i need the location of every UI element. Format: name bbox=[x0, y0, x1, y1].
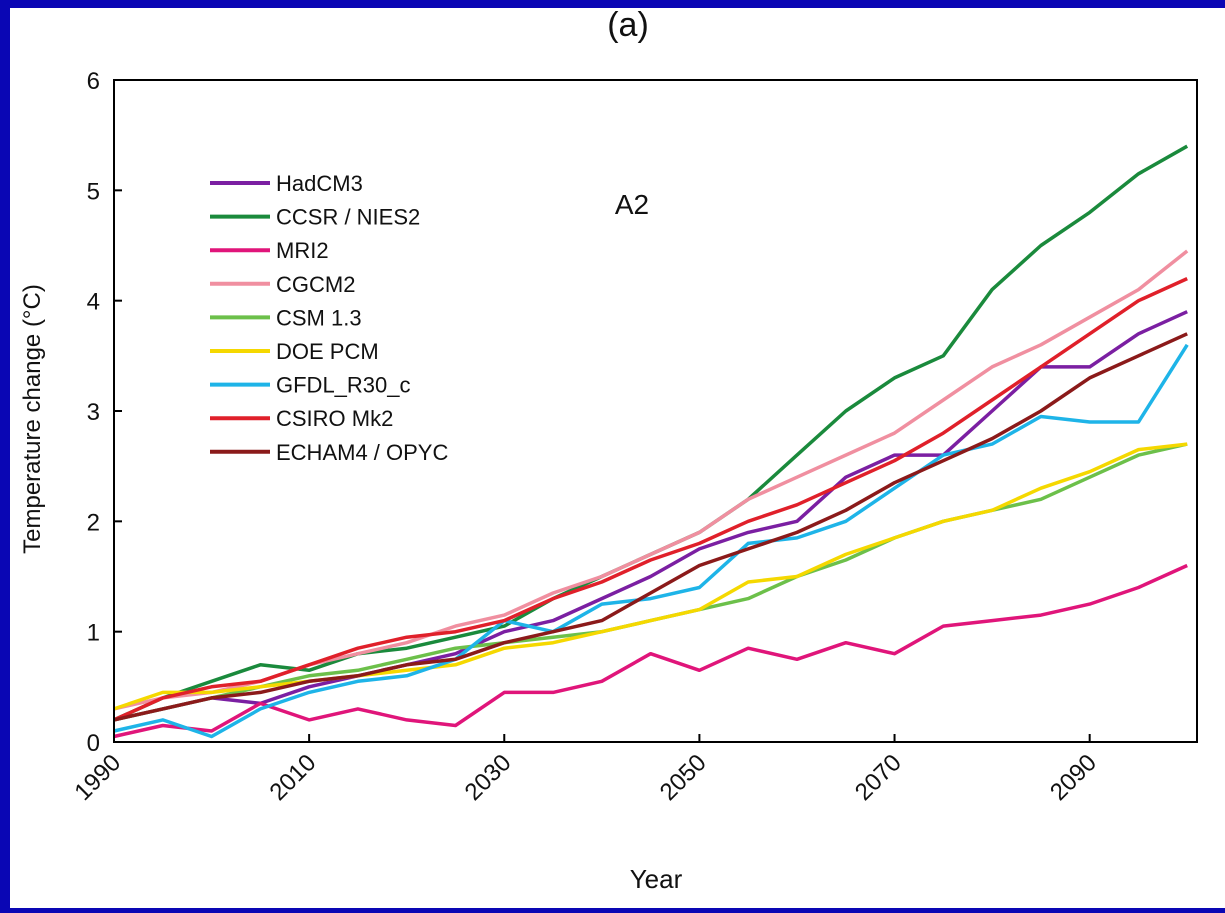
y-tick-label: 0 bbox=[87, 730, 100, 757]
legend-label: CCSR / NIES2 bbox=[276, 205, 420, 230]
page: (a) A2 Year Temperature change (°C) 0 1 2 3… bbox=[10, 6, 1225, 908]
legend-label: ECHAM4 / OPYC bbox=[276, 440, 448, 465]
series-line bbox=[113, 563, 1188, 739]
series-line bbox=[113, 442, 1188, 711]
series-line bbox=[113, 249, 1189, 711]
y-tick-label: 1 bbox=[87, 620, 100, 647]
annotation: A2 bbox=[615, 189, 649, 220]
legend-label: CGCM2 bbox=[276, 272, 355, 297]
legend-label: GFDL_R30_c bbox=[276, 373, 411, 398]
x-tick-label: 2050 bbox=[655, 749, 712, 806]
series-line bbox=[113, 442, 1188, 722]
x-axis-label: Year bbox=[630, 864, 683, 894]
y-tick-label: 3 bbox=[87, 399, 100, 426]
y-tick-label: 2 bbox=[87, 509, 100, 536]
legend-label: MRI2 bbox=[276, 238, 329, 263]
plot-frame bbox=[113, 79, 1198, 743]
y-axis-label: Temperature change (°C) bbox=[19, 284, 46, 554]
chart: (a) A2 Year Temperature change (°C) 0 1 2 3… bbox=[19, 6, 1198, 894]
series-line bbox=[113, 343, 1189, 739]
series-line bbox=[113, 277, 1188, 722]
x-tick-label: 1990 bbox=[69, 749, 126, 806]
x-tick-label: 2070 bbox=[850, 749, 907, 806]
x-tick-label: 2090 bbox=[1045, 749, 1102, 806]
legend-label: CSM 1.3 bbox=[276, 305, 362, 330]
series-line bbox=[113, 310, 1188, 722]
series-line bbox=[113, 332, 1188, 722]
chart-title: (a) bbox=[607, 8, 649, 44]
legend-label: HadCM3 bbox=[276, 171, 363, 196]
y-tick-label: 5 bbox=[87, 178, 100, 205]
y-tick-label: 6 bbox=[87, 68, 100, 95]
series-line bbox=[113, 144, 1189, 722]
legend-label: CSIRO Mk2 bbox=[276, 406, 393, 431]
y-tick-label: 4 bbox=[87, 289, 100, 316]
x-tick-label: 2010 bbox=[265, 749, 322, 806]
x-tick-label: 2030 bbox=[460, 749, 517, 806]
legend-label: DOE PCM bbox=[276, 339, 379, 364]
